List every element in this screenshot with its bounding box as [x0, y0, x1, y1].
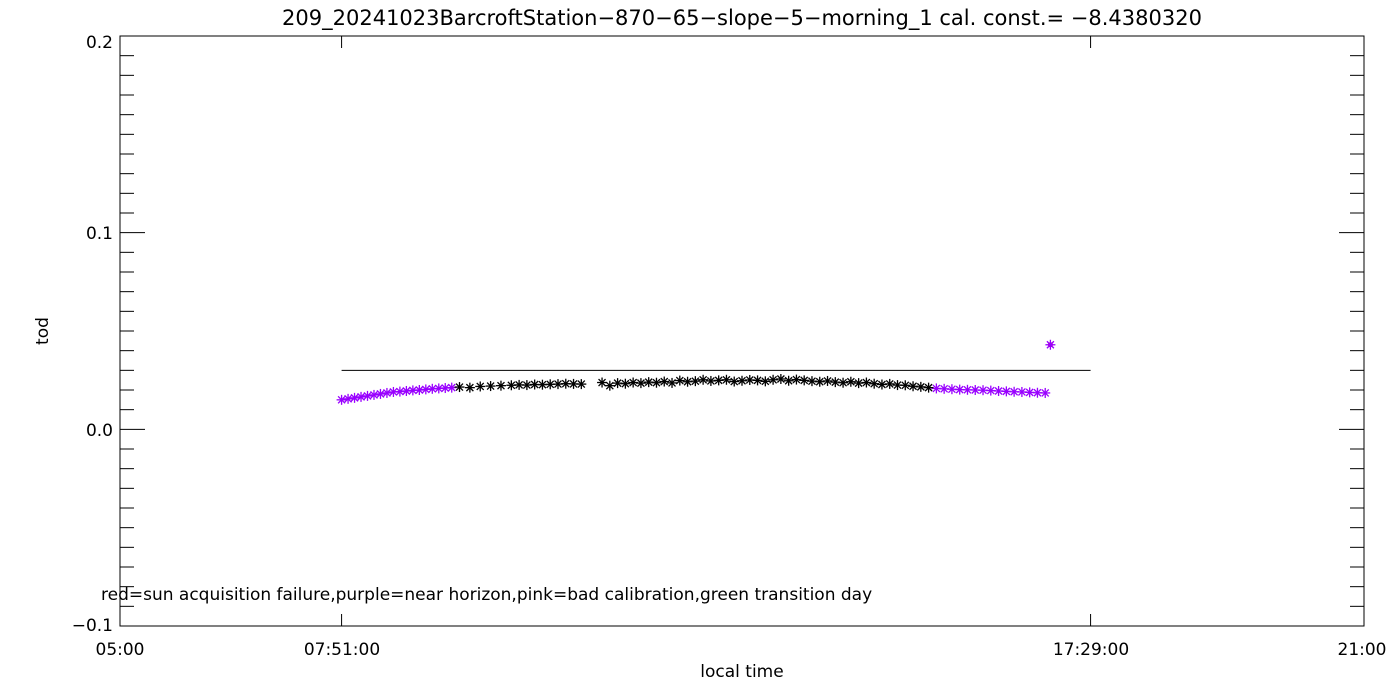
y-minor-ticks — [120, 55, 1364, 607]
x-axis-label: local time — [700, 662, 783, 682]
data-point — [545, 379, 556, 390]
data-point — [1045, 339, 1056, 350]
data-point — [1024, 387, 1035, 398]
data-point — [651, 377, 662, 388]
data-point — [869, 378, 880, 389]
data-point — [620, 378, 631, 389]
plot-area-frame — [119, 35, 1365, 627]
data-point — [343, 393, 354, 404]
data-point — [635, 378, 646, 389]
x-tick-label-2: 17:29:00 — [1053, 640, 1129, 660]
data-point — [783, 375, 794, 386]
y-tick-label-3: 0.2 — [86, 33, 113, 53]
data-point — [336, 394, 347, 405]
data-point — [900, 380, 911, 391]
data-point — [698, 374, 709, 385]
data-point — [845, 376, 856, 387]
data-point — [368, 389, 379, 400]
x-tick-label-0: 05:00 — [96, 640, 145, 660]
data-point — [729, 376, 740, 387]
data-point — [667, 377, 678, 388]
data-point — [682, 376, 693, 387]
y-major-ticks — [120, 35, 1364, 627]
y-axis-label: tod — [33, 317, 53, 345]
data-point — [923, 382, 934, 393]
data-point — [822, 375, 833, 386]
data-point — [993, 385, 1004, 396]
data-point — [597, 377, 608, 388]
data-point — [362, 390, 373, 401]
data-point — [799, 375, 810, 386]
data-point — [861, 377, 872, 388]
data-point — [1009, 386, 1020, 397]
data-point — [485, 381, 496, 392]
data-point — [760, 376, 771, 387]
x-tick-label-3: 21:00 — [1338, 640, 1387, 660]
data-points-layer — [336, 339, 1056, 405]
data-point — [356, 391, 367, 402]
data-point — [814, 376, 825, 387]
data-point — [721, 374, 732, 385]
data-point — [768, 374, 779, 385]
y-tick-label-0: −0.1 — [72, 616, 113, 636]
data-point — [349, 392, 360, 403]
data-point — [806, 376, 817, 387]
data-point — [576, 379, 587, 390]
data-point — [414, 385, 425, 395]
data-point — [830, 377, 841, 388]
data-point — [884, 378, 895, 389]
data-point — [744, 374, 755, 385]
data-point — [604, 380, 615, 391]
legend-note: red=sun acquisition failure,purple=near … — [101, 585, 872, 605]
data-point — [1016, 386, 1027, 397]
x-ticks — [119, 36, 1365, 626]
data-point — [375, 388, 386, 399]
chart-title: 209_20241023BarcroftStation−870−65−slope… — [282, 6, 1202, 31]
data-point — [690, 376, 701, 387]
data-point — [737, 375, 747, 386]
data-point — [427, 383, 438, 394]
data-point — [475, 381, 486, 392]
data-point — [775, 373, 786, 384]
data-point — [529, 379, 540, 390]
data-point — [381, 387, 392, 398]
data-point — [791, 374, 802, 385]
data-point — [464, 382, 475, 393]
y-tick-label-1: 0.0 — [86, 421, 113, 441]
data-point — [674, 375, 685, 386]
data-point — [915, 381, 926, 392]
data-point — [752, 375, 763, 386]
data-point — [388, 386, 399, 397]
data-point — [454, 382, 465, 393]
data-point — [659, 376, 670, 387]
y-tick-label-2: 0.1 — [86, 224, 113, 244]
x-tick-label-1: 07:51:00 — [304, 640, 380, 660]
data-point — [838, 377, 849, 388]
data-point — [1040, 387, 1051, 398]
data-point — [495, 380, 506, 391]
